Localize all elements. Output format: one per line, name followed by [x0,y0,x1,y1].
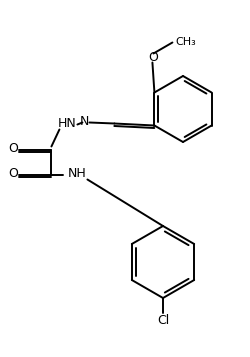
Text: O: O [148,51,158,64]
Text: Cl: Cl [156,313,168,327]
Text: O: O [8,167,18,180]
Text: HN: HN [58,117,76,130]
Text: O: O [8,142,18,155]
Text: N: N [80,115,89,128]
Text: NH: NH [68,167,86,180]
Text: CH₃: CH₃ [175,36,196,46]
